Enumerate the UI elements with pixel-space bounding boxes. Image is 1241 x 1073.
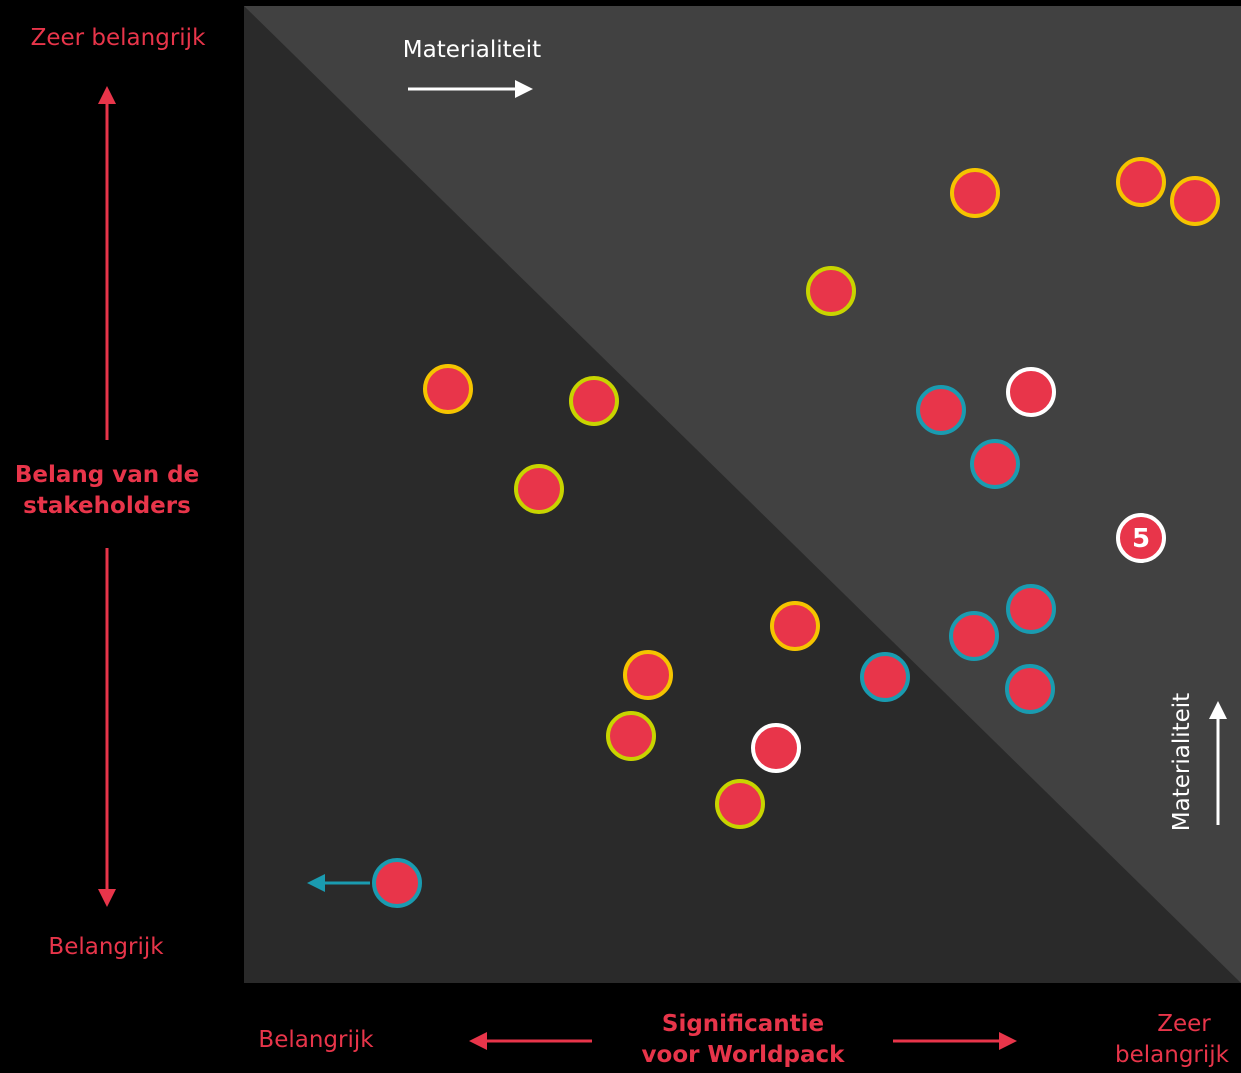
topic-icon [715, 779, 765, 829]
topic-icon [623, 650, 673, 700]
y-top-label: Zeer belangrijk [31, 25, 206, 51]
badge-label: 5 [1132, 524, 1150, 554]
x-right-label: Zeer [1157, 1011, 1211, 1037]
topic-icon [916, 385, 966, 435]
topic-icon [1006, 584, 1056, 634]
topic-icon [1116, 513, 1166, 563]
topic-icon [1116, 157, 1166, 207]
topic-icon [514, 464, 564, 514]
topic-icon [1170, 176, 1220, 226]
x-title: voor Worldpack [642, 1042, 846, 1068]
topic-icon [806, 266, 856, 316]
topic-icon [860, 652, 910, 702]
x-title: Significantie [662, 1011, 824, 1037]
material-zone [244, 6, 1241, 983]
topic-icon [949, 611, 999, 661]
topic-icon [970, 439, 1020, 489]
topic-icon [372, 858, 422, 908]
materiality-label: Materialiteit [1169, 693, 1195, 831]
topic-icon [1006, 367, 1056, 417]
topic-icon [569, 376, 619, 426]
y-bottom-label: Belangrijk [48, 934, 164, 960]
materiality-label: Materialiteit [403, 37, 541, 63]
y-title: Belang van de [15, 462, 199, 488]
topics [372, 157, 1220, 908]
topic-icon [950, 168, 1000, 218]
topic-icon [423, 364, 473, 414]
topic-icon [1005, 664, 1055, 714]
topic-icon [751, 723, 801, 773]
y-title: stakeholders [23, 493, 191, 519]
x-left-label: Belangrijk [258, 1027, 374, 1053]
topic-icon [770, 601, 820, 651]
x-right-label: belangrijk [1115, 1042, 1230, 1068]
topic-icon [606, 711, 656, 761]
